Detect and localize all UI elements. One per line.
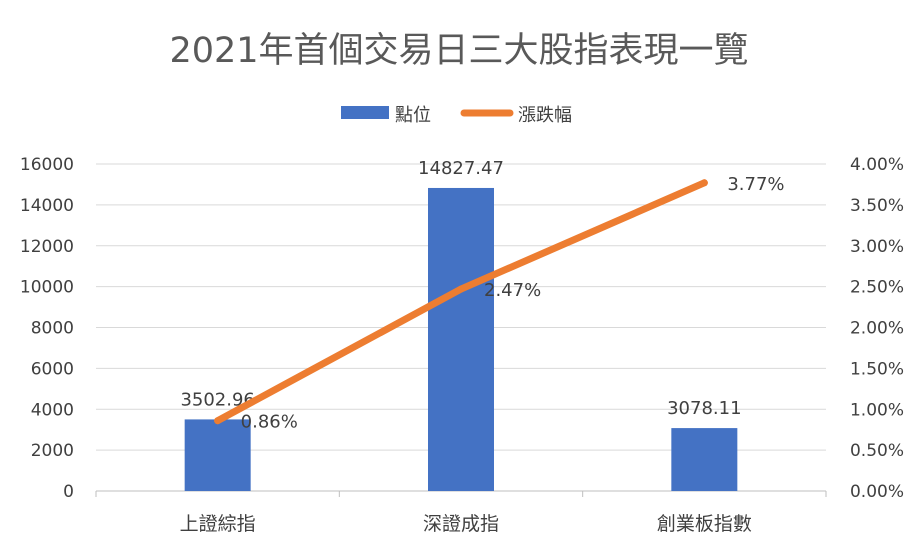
bar — [184, 419, 251, 491]
chart-title: 2021年首個交易日三大股指表現一覽 — [169, 31, 748, 71]
legend-label-line: 漲跌幅 — [518, 105, 572, 126]
legend-swatch-bar — [341, 106, 389, 119]
line-point — [700, 179, 708, 187]
line-data-labels: 0.86% 2.47% 3.77% — [241, 174, 785, 433]
right-tick-label: 4.00% — [850, 155, 904, 175]
line-point — [214, 417, 222, 425]
left-tick-label: 0 — [63, 482, 74, 502]
left-tick-label: 16000 — [20, 155, 74, 175]
x-axis: 上證綜指 深證成指 創業板指數 — [95, 490, 827, 535]
bar — [428, 187, 494, 492]
right-axis-ticks: 0.00% 0.50% 1.00% 1.50% 2.00% 2.50% 3.00% 3.50%… — [850, 155, 904, 502]
right-tick-label: 0.00% — [850, 482, 904, 502]
line-value-label: 2.47% — [484, 280, 541, 301]
category-label: 上證綜指 — [180, 513, 256, 535]
right-tick-label: 3.50% — [850, 196, 904, 216]
right-tick-label: 3.00% — [850, 237, 904, 257]
right-tick-label: 1.00% — [850, 400, 904, 420]
left-tick-label: 12000 — [20, 237, 74, 257]
category-label: 深證成指 — [423, 513, 499, 535]
category-label: 創業板指數 — [657, 513, 752, 535]
line-series — [214, 179, 708, 425]
line-point — [457, 285, 465, 293]
bar — [671, 428, 738, 491]
line-value-label: 3.77% — [727, 174, 784, 195]
bar-value-label: 14827.47 — [418, 158, 504, 179]
right-tick-label: 2.50% — [850, 278, 904, 298]
bar-series — [184, 187, 738, 492]
bar-value-label: 3502.96 — [180, 389, 254, 410]
bar-value-label: 3078.11 — [667, 398, 741, 419]
left-tick-label: 2000 — [31, 441, 74, 461]
legend-label-bar: 點位 — [395, 105, 431, 126]
left-axis-ticks: 0 2000 4000 6000 8000 10000 12000 14000 16000 — [20, 155, 74, 502]
left-tick-label: 8000 — [31, 319, 74, 339]
right-tick-label: 2.00% — [850, 319, 904, 339]
left-tick-label: 10000 — [20, 278, 74, 298]
legend: 點位 漲跌幅 — [341, 105, 572, 126]
right-tick-label: 1.50% — [850, 359, 904, 379]
left-tick-label: 14000 — [20, 196, 74, 216]
line-value-label: 0.86% — [241, 412, 298, 433]
left-tick-label: 6000 — [31, 359, 74, 379]
left-tick-label: 4000 — [31, 400, 74, 420]
bar-data-labels: 3502.96 14827.47 3078.11 — [180, 158, 741, 419]
right-tick-label: 0.50% — [850, 441, 904, 461]
